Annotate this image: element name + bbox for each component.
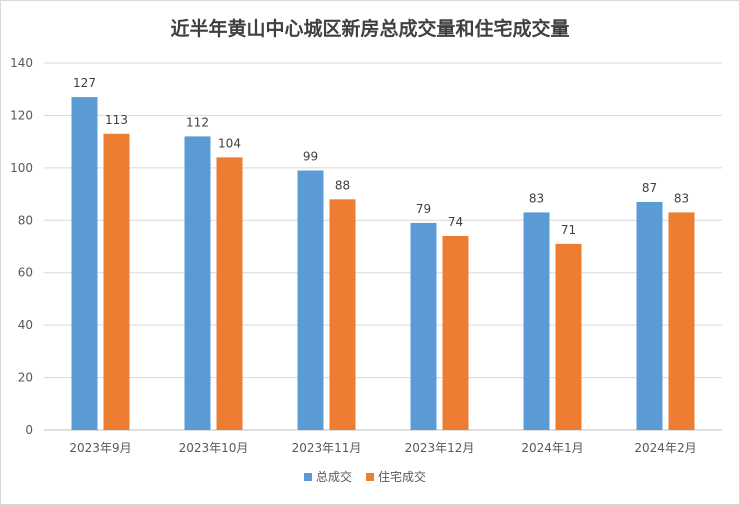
data-label: 83 [674, 191, 689, 205]
chart-title: 近半年黄山中心城区新房总成交量和住宅成交量 [170, 17, 569, 40]
bar [216, 157, 243, 430]
x-tick-label: 2023年11月 [292, 441, 362, 455]
bar [297, 170, 324, 430]
y-tick-label: 100 [10, 161, 33, 175]
gridlines [44, 62, 722, 431]
y-axis: 0 20 40 60 80 100 120 140 [10, 56, 33, 437]
plot-area: 127 113 112 104 99 88 79 74 83 71 87 83 [71, 76, 695, 430]
data-label: 79 [416, 202, 431, 216]
bar [523, 212, 550, 430]
y-tick-label: 120 [10, 108, 33, 122]
x-tick-label: 2023年9月 [69, 441, 131, 455]
bar [103, 133, 130, 430]
data-label: 99 [303, 149, 318, 163]
data-label: 104 [218, 136, 241, 150]
data-label: 113 [105, 113, 128, 127]
legend: 总成交 住宅成交 [304, 469, 426, 484]
legend-label: 总成交 [316, 469, 352, 484]
y-tick-label: 40 [18, 318, 33, 332]
x-tick-label: 2024年2月 [634, 441, 696, 455]
bar [329, 199, 356, 430]
y-tick-label: 80 [18, 213, 33, 227]
bar [668, 212, 695, 430]
x-tick-label: 2024年1月 [521, 441, 583, 455]
data-label: 83 [529, 191, 544, 205]
data-label: 71 [561, 223, 576, 237]
y-tick-label: 140 [10, 56, 33, 70]
data-label: 127 [73, 76, 96, 90]
data-label: 87 [642, 181, 657, 195]
y-tick-label: 0 [25, 423, 33, 437]
y-tick-label: 20 [18, 371, 33, 385]
data-label: 74 [448, 215, 463, 229]
x-tick-label: 2023年12月 [405, 441, 475, 455]
legend-label: 住宅成交 [378, 469, 426, 484]
bar [442, 236, 469, 430]
bar [555, 243, 582, 430]
data-label: 112 [186, 115, 209, 129]
data-label: 88 [335, 178, 350, 192]
x-tick-label: 2023年10月 [179, 441, 249, 455]
legend-swatch [366, 473, 375, 481]
bar [71, 97, 98, 430]
bar [636, 201, 663, 430]
bar [410, 222, 437, 430]
bar [184, 136, 211, 430]
x-axis: 2023年9月 2023年10月 2023年11月 2023年12月 2024年1月 20… [69, 441, 696, 455]
y-tick-label: 60 [18, 266, 33, 280]
legend-swatch [304, 473, 312, 481]
